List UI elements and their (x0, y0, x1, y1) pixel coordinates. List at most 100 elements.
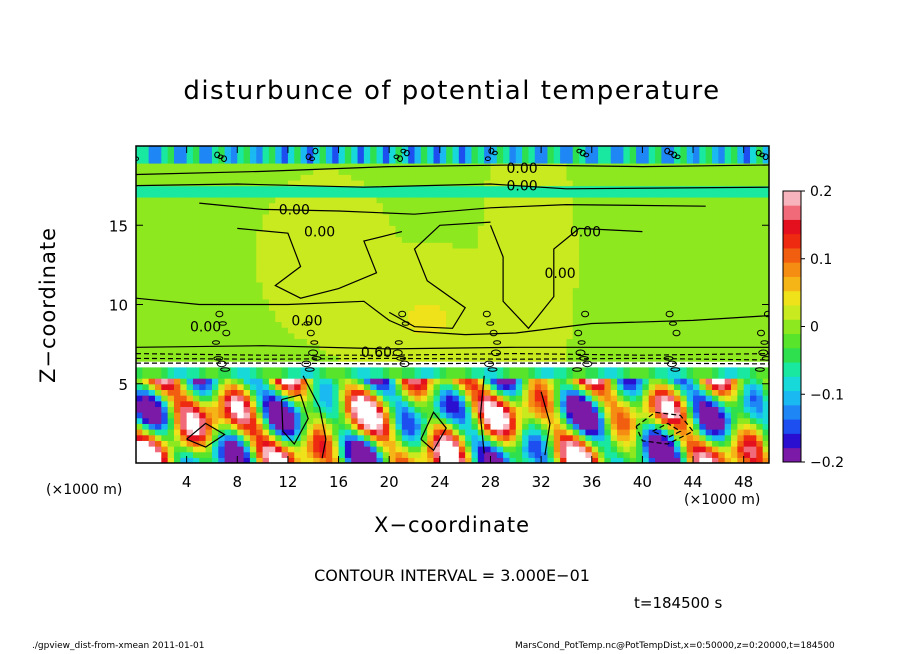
heatmap-cell (167, 270, 175, 277)
heatmap-cell (401, 276, 409, 283)
heatmap-cell (427, 213, 435, 221)
heatmap-cell (363, 162, 371, 170)
heatmap-cell (610, 270, 618, 277)
heatmap-cell (661, 429, 669, 436)
heatmap-cell (401, 157, 409, 164)
heatmap-cell (211, 451, 219, 458)
heatmap-cell (325, 378, 333, 385)
heatmap-cell (218, 174, 226, 181)
heatmap-cell (262, 400, 270, 407)
heatmap-cell (395, 429, 403, 436)
heatmap-cell (243, 236, 251, 243)
heatmap-cell (515, 208, 523, 215)
heatmap-cell (338, 366, 346, 374)
heatmap-cell (325, 162, 333, 170)
heatmap-cell (680, 191, 688, 198)
heatmap-cell (598, 168, 606, 175)
heatmap-cell (256, 440, 264, 447)
heatmap-cell (218, 327, 226, 334)
heatmap-cell (395, 276, 403, 283)
heatmap-cell (408, 457, 416, 463)
heatmap-cell (661, 174, 669, 181)
heatmap-cell (142, 196, 150, 204)
heatmap-cell (389, 281, 397, 289)
heatmap-cell (211, 236, 219, 243)
heatmap-cell (395, 225, 403, 232)
heatmap-cell (433, 242, 441, 249)
heatmap-cell (180, 253, 188, 260)
heatmap-cell (693, 321, 700, 328)
heatmap-cell (382, 157, 390, 164)
heatmap-cell (300, 276, 308, 283)
heatmap-cell (458, 327, 466, 334)
heatmap-cell (674, 185, 681, 192)
heatmap-cell (370, 202, 378, 209)
heatmap-cell (477, 451, 485, 458)
heatmap-cell (414, 446, 422, 453)
heatmap-cell (623, 293, 631, 300)
heatmap-cell (617, 191, 625, 198)
heatmap-cell (325, 196, 333, 204)
heatmap-cell (401, 298, 409, 306)
heatmap-cell (680, 440, 688, 447)
heatmap-cell (167, 185, 175, 192)
heatmap-cell (604, 236, 612, 243)
heatmap-cell (370, 298, 378, 306)
heatmap-cell (294, 395, 302, 402)
heatmap-cell (680, 253, 688, 260)
heatmap-cell (136, 349, 143, 357)
heatmap-cell (471, 372, 479, 379)
heatmap-cell (509, 276, 517, 283)
heatmap-cell (655, 434, 662, 441)
heatmap-cell (439, 361, 447, 368)
heatmap-cell (433, 338, 441, 345)
heatmap-cell (439, 179, 447, 187)
heatmap-cell (243, 338, 251, 345)
heatmap-cell (541, 321, 549, 328)
heatmap-cell (154, 168, 162, 175)
heatmap-cell (629, 196, 637, 204)
heatmap-cell (287, 327, 295, 334)
heatmap-cell (262, 451, 270, 458)
heatmap-cell (477, 213, 485, 221)
heatmap-cell (281, 383, 289, 391)
heatmap-cell (598, 253, 606, 260)
heatmap-cell (636, 230, 643, 238)
heatmap-cell (287, 219, 295, 226)
heatmap-cell (661, 349, 669, 357)
heatmap-cell (465, 451, 473, 458)
heatmap-cell (325, 298, 333, 306)
heatmap-cell (471, 174, 479, 181)
heatmap-cell (610, 225, 618, 232)
heatmap-cell (249, 344, 257, 351)
heatmap-cell (579, 179, 587, 187)
heatmap-cell (268, 446, 276, 453)
heatmap-cell (262, 406, 270, 413)
heatmap-cell (629, 406, 637, 413)
heatmap-cell (471, 429, 479, 436)
heatmap-cell (148, 389, 156, 396)
heatmap-cell (395, 219, 403, 226)
heatmap-cell (471, 179, 479, 187)
heatmap-cell (693, 446, 700, 453)
heatmap-cell (427, 366, 435, 374)
heatmap-cell (344, 349, 352, 357)
heatmap-cell (167, 457, 175, 463)
heatmap-cell (465, 372, 473, 379)
heatmap-cell (180, 247, 188, 255)
heatmap-cell (427, 355, 435, 362)
heatmap-cell (471, 196, 479, 204)
heatmap-cell (205, 157, 213, 164)
heatmap-cell (572, 208, 580, 215)
heatmap-cell (591, 281, 599, 289)
heatmap-cell (192, 213, 200, 221)
heatmap-cell (192, 446, 200, 453)
heatmap-cell (325, 395, 333, 402)
heatmap-cell (154, 429, 162, 436)
heatmap-cell (325, 225, 333, 232)
heatmap-cell (243, 293, 251, 300)
heatmap-cell (211, 327, 219, 334)
heatmap-cell (376, 349, 384, 357)
heatmap-cell (199, 242, 207, 249)
heatmap-cell (503, 361, 511, 368)
